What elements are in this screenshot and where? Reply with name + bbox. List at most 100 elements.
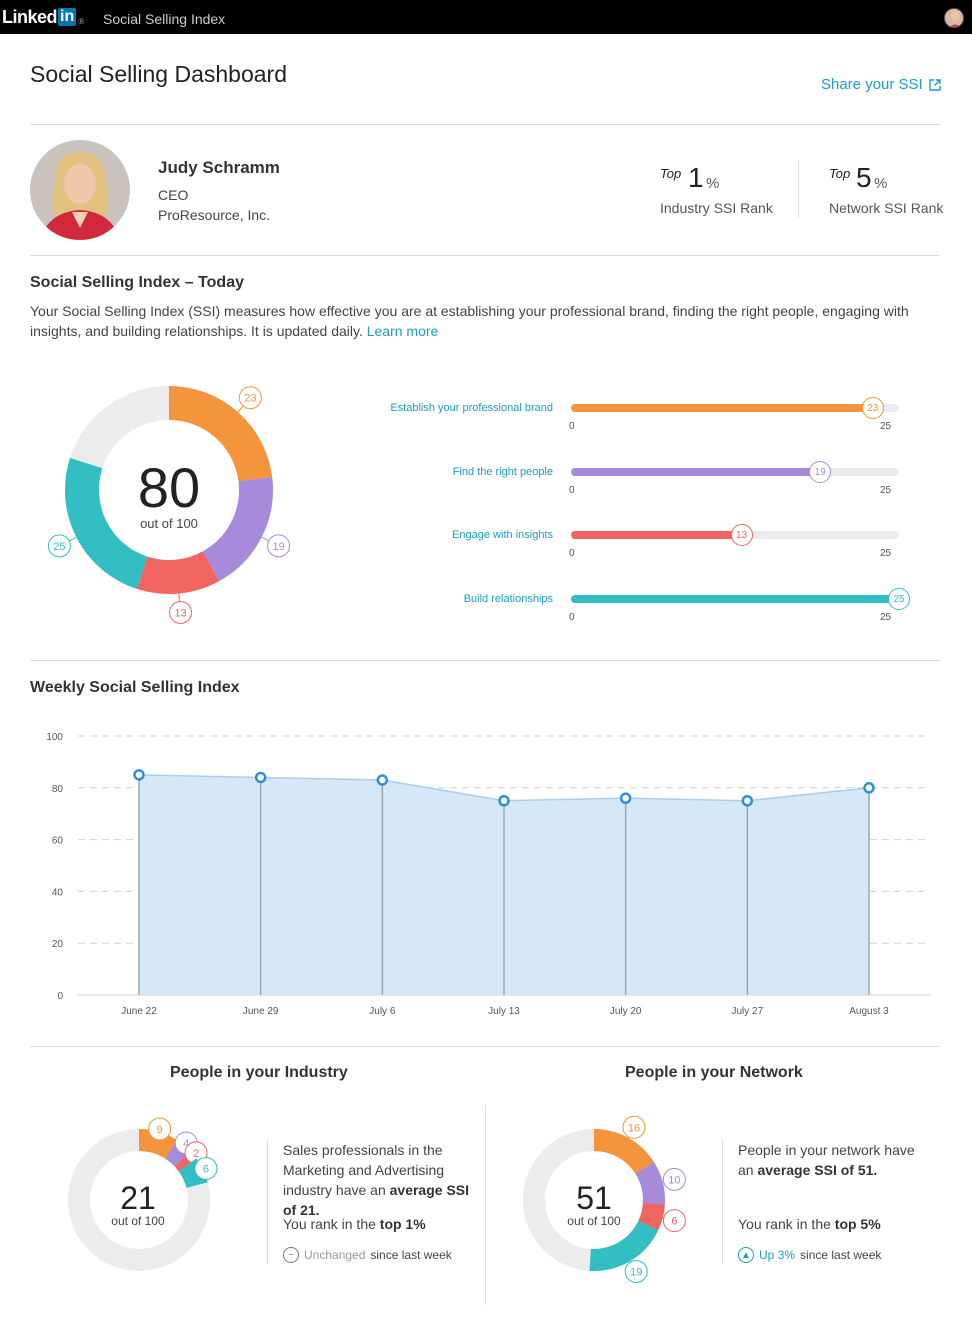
donut-label-badge bbox=[267, 534, 291, 558]
bar-max-tick: 25 bbox=[880, 421, 892, 432]
component-label-insights: Engage with insights bbox=[452, 529, 553, 541]
industry-separator bbox=[267, 1140, 268, 1264]
share-ssi-label: Share your SSI bbox=[821, 76, 923, 93]
linkedin-logo[interactable]: Linked in ® bbox=[2, 7, 84, 27]
donut-segment bbox=[638, 1202, 665, 1231]
donut-segment bbox=[174, 1151, 197, 1172]
data-point[interactable] bbox=[619, 792, 632, 804]
donut-label: 10 bbox=[668, 1174, 680, 1186]
x-tick-label: July 13 bbox=[488, 1006, 520, 1017]
weekly-ssi-title: Weekly Social Selling Index bbox=[30, 679, 240, 696]
component-label-brand: Establish your professional brand bbox=[390, 402, 553, 414]
rank-value: 5 bbox=[856, 162, 872, 193]
industry-score-sub: out of 100 bbox=[111, 1214, 165, 1228]
column-separator bbox=[485, 1105, 486, 1305]
industry-change-value: Unchanged bbox=[304, 1248, 366, 1262]
network-rank: You rank in the top 5% bbox=[738, 1214, 881, 1234]
donut-label-badge bbox=[148, 1117, 172, 1141]
ssi-score-sub: out of 100 bbox=[140, 516, 198, 531]
profile-title: CEO bbox=[158, 187, 189, 203]
data-point[interactable] bbox=[376, 774, 389, 786]
profile-name[interactable]: Judy Schramm bbox=[158, 158, 280, 177]
network-change-value: Up 3% bbox=[759, 1248, 796, 1262]
network-donut-chart: 16 10 6 19 bbox=[523, 1115, 686, 1283]
network-change: ▲ Up 3% since last week bbox=[738, 1247, 881, 1263]
industry-title: People in your Industry bbox=[170, 1064, 348, 1081]
ssi-donut-chart: 23 19 13 25 bbox=[47, 386, 291, 624]
donut-segment bbox=[202, 476, 273, 582]
ssi-score: 80 bbox=[137, 456, 201, 519]
network-summary-text: People in your network have an bbox=[738, 1142, 915, 1178]
donut-label: 9 bbox=[157, 1124, 163, 1136]
donut-label: 13 bbox=[174, 607, 186, 619]
bar-min-tick: 0 bbox=[569, 421, 575, 432]
x-tick-label: August 3 bbox=[849, 1006, 889, 1017]
component-label-relationships: Build relationships bbox=[463, 593, 553, 605]
share-ssi-link[interactable]: Share your SSI bbox=[821, 76, 941, 93]
component-bar-brand: 23 bbox=[571, 397, 899, 419]
app-title: Social Selling Index bbox=[103, 11, 226, 27]
x-tick-label: July 6 bbox=[369, 1006, 396, 1017]
y-tick-label: 40 bbox=[52, 887, 64, 898]
external-link-icon bbox=[929, 78, 941, 91]
donut-label-badge bbox=[47, 534, 71, 558]
registered-mark: ® bbox=[78, 16, 85, 26]
donut-segment bbox=[178, 1158, 208, 1189]
bar-min-tick: 0 bbox=[569, 612, 575, 623]
component-value-dot: 23 bbox=[861, 397, 884, 419]
rank-unit: % bbox=[706, 175, 720, 192]
data-point[interactable] bbox=[863, 782, 875, 794]
donut-segment bbox=[635, 1161, 665, 1205]
x-tick-label: July 20 bbox=[610, 1006, 642, 1017]
industry-rank-text: You rank in the bbox=[283, 1216, 376, 1232]
donut-segment bbox=[593, 1129, 654, 1175]
donut-label: 6 bbox=[671, 1216, 677, 1228]
weekly-ssi-chart: 0 20 40 60 80 100 June 22 June 29 July 6 July 13 J… bbox=[46, 732, 930, 1017]
y-tick-label: 60 bbox=[52, 836, 64, 847]
network-summary: People in your network have an average S… bbox=[738, 1140, 928, 1180]
page-title: Social Selling Dashboard bbox=[30, 61, 287, 87]
donut-label-badge bbox=[624, 1259, 648, 1283]
component-bar-fill bbox=[571, 595, 899, 603]
donut-segment bbox=[138, 1129, 178, 1159]
donut-label-badge bbox=[622, 1115, 646, 1139]
data-point[interactable] bbox=[498, 795, 510, 807]
component-value-dot: 13 bbox=[730, 524, 753, 546]
profile-company: ProResource, Inc. bbox=[158, 207, 271, 223]
network-rank-text: You rank in the bbox=[738, 1216, 831, 1232]
user-avatar[interactable] bbox=[944, 8, 964, 28]
donut-label: 6 bbox=[203, 1163, 209, 1175]
ssi-description-text: Your Social Selling Index (SSI) measures… bbox=[30, 303, 909, 339]
donut-label: 4 bbox=[183, 1138, 189, 1150]
learn-more-link[interactable]: Learn more bbox=[366, 323, 439, 339]
bar-max-tick: 25 bbox=[880, 548, 892, 559]
network-average: average SSI of 51. bbox=[757, 1162, 878, 1178]
rank-label: Network SSI Rank bbox=[829, 200, 944, 216]
donut-label-badge bbox=[194, 1156, 218, 1180]
network-rank-value: top 5% bbox=[834, 1216, 881, 1232]
ssi-description: Your Social Selling Index (SSI) measures… bbox=[30, 301, 910, 341]
industry-donut-chart: 9 426 bbox=[68, 1117, 218, 1271]
component-bar-fill bbox=[571, 404, 873, 412]
rank-label: Industry SSI Rank bbox=[660, 200, 773, 216]
data-point[interactable] bbox=[133, 769, 145, 781]
donut-segment bbox=[136, 551, 220, 594]
bar-min-tick: 0 bbox=[569, 485, 575, 496]
component-bar-fill bbox=[571, 531, 742, 539]
divider bbox=[30, 1046, 940, 1047]
bar-max-tick: 25 bbox=[880, 485, 892, 496]
rank-separator bbox=[798, 160, 799, 218]
donut-label: 19 bbox=[272, 541, 284, 553]
divider bbox=[30, 255, 940, 256]
top-navigation-bar: Linked in ® Social Selling Index bbox=[0, 0, 972, 34]
minus-circle-icon: − bbox=[283, 1247, 299, 1263]
data-point[interactable] bbox=[741, 795, 754, 807]
donut-label: 23 bbox=[244, 393, 256, 405]
logo-in-badge: in bbox=[58, 8, 77, 26]
data-point[interactable] bbox=[254, 771, 267, 784]
network-score-sub: out of 100 bbox=[567, 1214, 621, 1228]
industry-score: 21 bbox=[120, 1180, 156, 1216]
donut-label-badge bbox=[238, 386, 262, 410]
donut-label: 25 bbox=[53, 541, 65, 553]
donut-label-badge bbox=[662, 1167, 686, 1191]
